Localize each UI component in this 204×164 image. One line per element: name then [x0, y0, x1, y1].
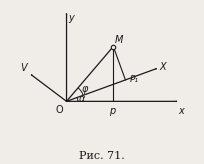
Text: α: α — [78, 94, 85, 104]
Text: φ: φ — [81, 84, 88, 94]
Text: y: y — [68, 13, 74, 23]
Text: x: x — [178, 106, 184, 116]
Text: p: p — [109, 106, 115, 116]
Text: Рис. 71.: Рис. 71. — [79, 151, 125, 161]
Text: X: X — [159, 62, 166, 72]
Text: O: O — [56, 105, 63, 115]
Text: P₁: P₁ — [130, 75, 139, 84]
Text: M: M — [115, 35, 123, 45]
Text: V: V — [21, 63, 27, 72]
